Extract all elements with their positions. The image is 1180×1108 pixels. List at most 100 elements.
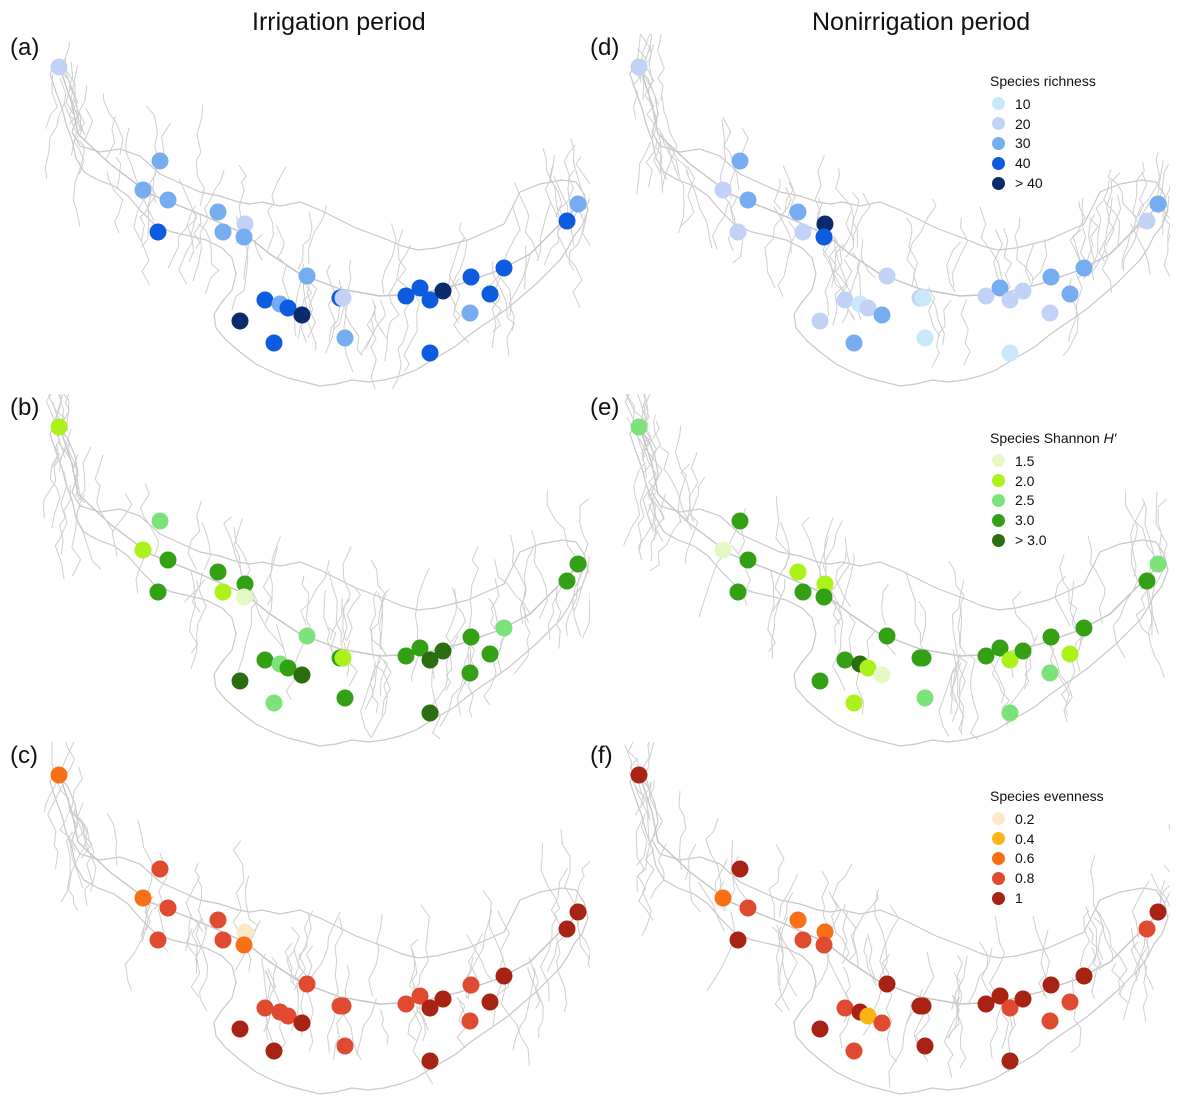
tributary	[833, 550, 851, 590]
legend-swatch	[992, 117, 1005, 131]
sampling-site-marker	[836, 291, 854, 309]
sampling-site-marker	[558, 572, 576, 590]
legend-label: > 3.0	[1015, 532, 1047, 549]
tributary	[578, 209, 590, 248]
tributary	[905, 571, 926, 659]
sampling-site-marker	[836, 651, 854, 669]
tributary	[1137, 171, 1148, 217]
legend-item: 30	[990, 134, 1096, 154]
tributary	[646, 780, 655, 821]
sampling-site-marker	[256, 651, 274, 669]
sampling-site-marker	[134, 889, 152, 907]
tributary	[1032, 238, 1048, 281]
sampling-site-marker	[991, 639, 1009, 657]
legend-label: 2.0	[1015, 472, 1035, 489]
tributary	[1093, 917, 1114, 962]
sampling-site-marker	[495, 619, 513, 637]
sampling-site-marker	[334, 289, 352, 307]
tributary	[1165, 183, 1170, 198]
tributary	[639, 34, 651, 69]
sampling-site-marker	[481, 993, 499, 1011]
sampling-site-marker	[845, 1042, 863, 1060]
tributary	[73, 805, 93, 859]
tributary	[193, 214, 202, 250]
sampling-site-marker	[729, 931, 747, 949]
legend-title: Species Shannon H′	[990, 430, 1117, 446]
sampling-site-marker	[397, 287, 415, 305]
tributary	[1118, 955, 1129, 1021]
tributary	[783, 892, 794, 922]
tributary	[1054, 575, 1071, 627]
tributary	[1070, 977, 1082, 1054]
tributary	[573, 556, 590, 612]
tributary	[51, 742, 55, 773]
tributary	[841, 553, 855, 608]
tributary	[527, 967, 544, 1038]
tributary	[378, 656, 389, 697]
sampling-site-marker	[336, 1037, 354, 1055]
tributary	[824, 948, 853, 1049]
tributary	[500, 205, 521, 272]
tributary	[190, 579, 207, 670]
tributary	[931, 299, 952, 368]
tributary	[555, 576, 563, 649]
sampling-site-marker	[878, 267, 896, 285]
tributary	[835, 537, 851, 607]
sampling-site-marker	[462, 976, 480, 994]
sampling-site-marker	[1001, 344, 1019, 362]
sampling-site-marker	[151, 860, 169, 878]
sampling-site-marker	[1014, 642, 1032, 660]
sampling-site-marker	[630, 766, 648, 784]
tributary	[140, 194, 157, 248]
legend-swatch	[992, 851, 1005, 865]
tributary	[342, 546, 352, 643]
tributary	[1091, 249, 1106, 281]
sampling-site-marker	[630, 58, 648, 76]
sampling-site-marker	[859, 659, 877, 677]
sampling-site-marker	[1001, 651, 1019, 669]
tributary	[370, 588, 390, 661]
tributary	[500, 278, 512, 317]
tributary	[1131, 502, 1146, 582]
tributary	[306, 911, 341, 985]
sampling-site-marker	[878, 627, 896, 645]
tributary	[111, 524, 118, 557]
sampling-site-marker	[977, 647, 995, 665]
tributary	[125, 127, 142, 189]
tributary	[247, 586, 284, 649]
tributary	[649, 520, 681, 572]
sampling-site-marker	[914, 289, 932, 307]
legend-swatch	[992, 474, 1005, 488]
legend-item: 2.0	[990, 471, 1116, 491]
tributary	[124, 893, 148, 992]
basin-outline	[49, 63, 589, 387]
tributary	[231, 241, 249, 311]
tributary	[867, 933, 877, 983]
tributary	[284, 942, 299, 991]
tributary	[550, 868, 568, 926]
tributary	[565, 562, 588, 637]
sampling-site-marker	[236, 575, 254, 593]
tributary	[140, 902, 152, 937]
tributary	[546, 490, 575, 556]
legend-evenness: Species evenness 0.2 0.4 0.6 0.8 1	[990, 788, 1104, 908]
sampling-site-marker	[1138, 920, 1156, 938]
tributary	[674, 425, 687, 524]
tributary	[651, 414, 661, 462]
tributary	[450, 588, 466, 643]
sampling-site-marker	[421, 704, 439, 722]
tributary	[371, 661, 392, 738]
tributary	[265, 536, 282, 624]
tributary	[253, 233, 263, 261]
sampling-site-marker	[214, 583, 232, 601]
legend-item: 3.0	[990, 510, 1116, 530]
tributary	[456, 653, 470, 716]
panel-b: (b)	[0, 394, 590, 760]
sampling-site-marker	[811, 312, 829, 330]
tributary	[188, 212, 198, 263]
tributary	[570, 138, 586, 198]
tributary	[572, 571, 584, 637]
tributary	[655, 138, 663, 173]
tributary	[539, 925, 553, 1002]
tributary	[821, 870, 832, 933]
